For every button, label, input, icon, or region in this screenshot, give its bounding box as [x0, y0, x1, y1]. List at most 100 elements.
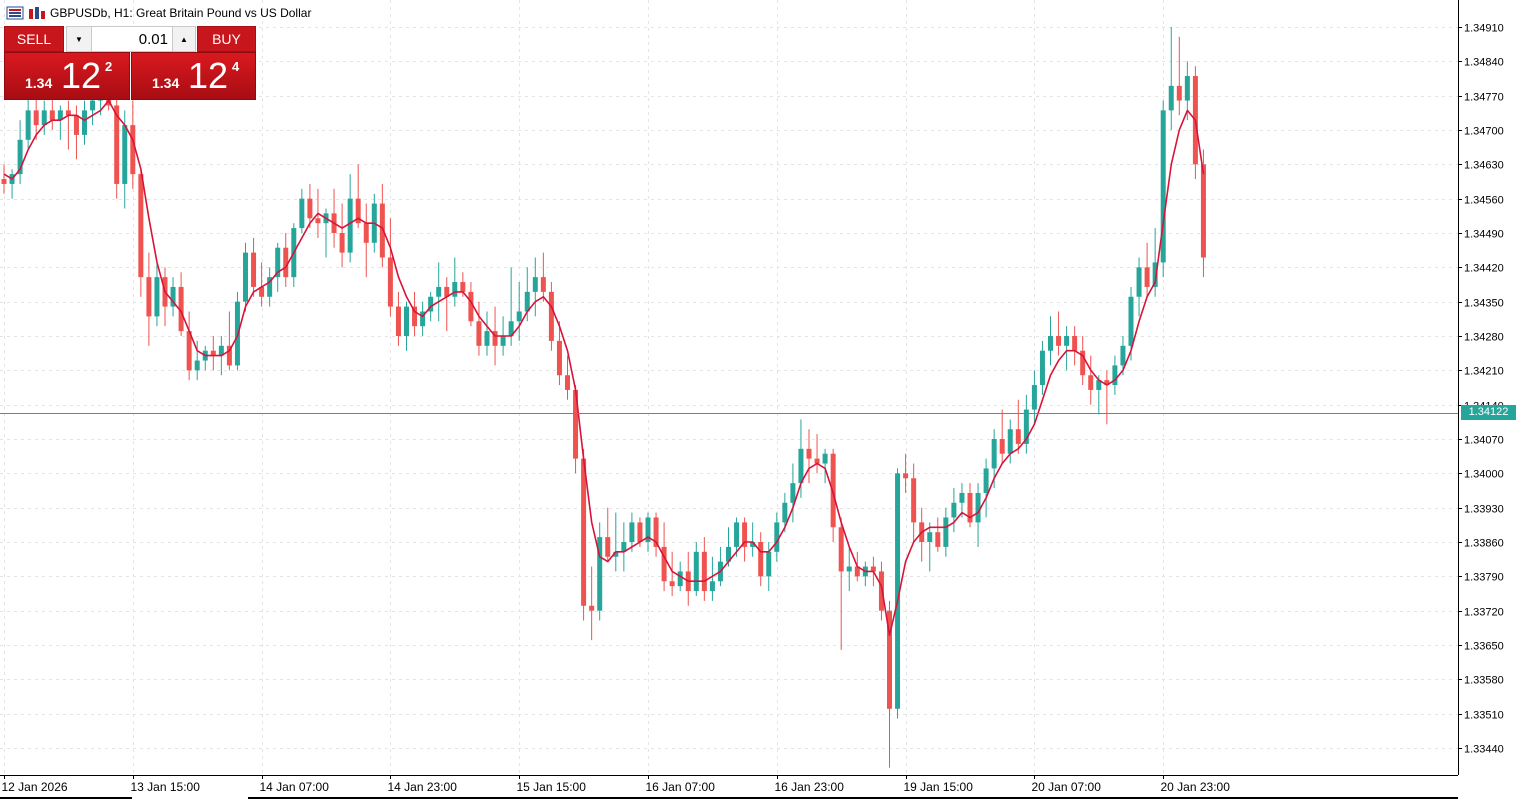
price-tick-label: 1.34560: [1464, 195, 1504, 207]
candle-body: [57, 110, 63, 121]
buy-price-prefix: 1.34: [152, 75, 180, 91]
candle: [1031, 370, 1037, 425]
candle: [1104, 370, 1110, 425]
candle: [355, 164, 361, 229]
candle: [734, 517, 740, 557]
candle: [1096, 375, 1102, 415]
sell-button[interactable]: SELL: [4, 26, 64, 52]
candle: [1168, 26, 1174, 130]
time-tick-label: 20 Jan 07:00: [1032, 780, 1102, 794]
price-tick-label: 1.33790: [1464, 572, 1504, 584]
candle: [556, 321, 562, 386]
candle: [210, 335, 216, 371]
candle-body: [226, 345, 232, 366]
candle: [444, 277, 450, 332]
candle: [267, 267, 273, 307]
candle-body: [355, 198, 361, 224]
candle-body: [814, 458, 820, 464]
price-tick-label: 1.33440: [1464, 744, 1504, 756]
candle: [613, 512, 619, 572]
candle-body: [556, 340, 562, 376]
candle: [701, 537, 707, 601]
candle-body: [927, 532, 933, 543]
candle-body: [218, 345, 224, 356]
time-tick-label: 20 Jan 23:00: [1161, 780, 1231, 794]
candle-body: [1152, 262, 1158, 287]
candle: [307, 183, 313, 229]
candle: [750, 522, 756, 557]
candle: [645, 512, 651, 552]
candle: [1064, 326, 1070, 371]
chart-title: GBPUSDb, H1: Great Britain Pound vs US D…: [50, 6, 312, 20]
candle: [1112, 355, 1118, 395]
history-scroll-marker: [248, 797, 1458, 799]
price-tick-label: 1.33860: [1464, 538, 1504, 550]
candle: [862, 561, 868, 587]
candle: [395, 291, 401, 346]
candle-body: [420, 311, 426, 327]
candle: [347, 174, 353, 263]
candle: [404, 301, 409, 351]
candle-body: [701, 551, 707, 592]
candle: [9, 169, 15, 199]
candle: [774, 512, 780, 562]
candle: [178, 272, 184, 336]
candle: [162, 267, 168, 327]
candle: [709, 556, 715, 601]
candle-body: [436, 286, 442, 297]
price-tick-label: 1.34070: [1464, 435, 1504, 447]
candle: [452, 257, 458, 307]
candle: [1080, 335, 1086, 386]
candle: [951, 488, 957, 533]
candles: [1, 26, 1206, 768]
candle: [669, 551, 675, 596]
lot-increase-button[interactable]: ▲: [172, 26, 196, 52]
candle: [1048, 316, 1053, 366]
candle-body: [114, 105, 120, 184]
symbol-icon[interactable]: [28, 6, 46, 20]
candle: [532, 257, 538, 317]
moving-average-line: [3, 99, 1205, 637]
candle-body: [17, 139, 23, 175]
buy-price-button[interactable]: 1.34 12 4: [131, 52, 256, 100]
candle: [927, 522, 933, 572]
candle-body: [1160, 110, 1166, 263]
candle-body: [959, 492, 965, 503]
price-tick-label: 1.34630: [1464, 160, 1504, 172]
buy-button[interactable]: BUY: [197, 26, 256, 52]
sell-price-button[interactable]: 1.34 12 2: [4, 52, 130, 100]
candle-body: [1080, 350, 1086, 376]
candle-body: [65, 110, 71, 116]
candle-body: [49, 110, 55, 121]
candle-body: [548, 291, 554, 341]
candle-body: [1007, 429, 1013, 454]
candle: [983, 458, 989, 518]
candle-body: [404, 306, 409, 336]
time-tick-label: 19 Jan 15:00: [904, 780, 974, 794]
candle-body: [299, 198, 305, 229]
candle: [540, 252, 546, 302]
candle-body: [726, 546, 731, 562]
candle-body: [468, 291, 474, 322]
candle-body: [339, 232, 345, 253]
candle: [299, 188, 305, 233]
candle: [114, 95, 120, 199]
candle: [629, 512, 635, 552]
candle-body: [637, 522, 643, 543]
candle: [597, 522, 603, 621]
candle-body: [307, 198, 313, 219]
lot-size-input[interactable]: [92, 26, 172, 52]
chart-menu-icon[interactable]: [6, 6, 24, 20]
lot-decrease-button[interactable]: ▼: [66, 26, 92, 52]
candle: [1023, 394, 1029, 454]
candle: [275, 242, 281, 292]
candle-body: [1120, 345, 1126, 366]
candle-body: [33, 110, 39, 126]
candle: [790, 463, 796, 523]
candle-body: [1144, 267, 1150, 287]
candle-body: [790, 483, 796, 503]
candle-body: [1023, 409, 1029, 444]
candle-body: [758, 542, 764, 577]
candle: [911, 463, 917, 543]
